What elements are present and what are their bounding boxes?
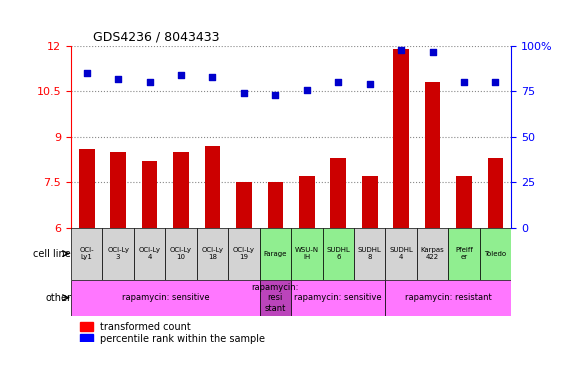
Bar [173, 152, 189, 228]
FancyBboxPatch shape [197, 228, 228, 280]
Point [239, 90, 248, 96]
FancyBboxPatch shape [260, 228, 291, 280]
Point [302, 86, 311, 93]
FancyBboxPatch shape [102, 228, 134, 280]
Text: percentile rank within the sample: percentile rank within the sample [99, 334, 265, 344]
Text: Toledo: Toledo [485, 251, 507, 257]
Bar [425, 83, 440, 228]
Bar [362, 176, 378, 228]
Text: SUDHL
6: SUDHL 6 [327, 247, 350, 260]
Point [428, 48, 437, 55]
Text: WSU-N
IH: WSU-N IH [295, 247, 319, 260]
Text: Karpas
422: Karpas 422 [421, 247, 445, 260]
Bar [268, 182, 283, 228]
Text: rapamycin: sensitive: rapamycin: sensitive [294, 293, 382, 302]
FancyBboxPatch shape [291, 228, 323, 280]
Bar [331, 158, 346, 228]
Text: SUDHL
8: SUDHL 8 [358, 247, 382, 260]
Point [334, 79, 343, 86]
Text: OCI-Ly
4: OCI-Ly 4 [139, 247, 161, 260]
Bar [393, 49, 409, 228]
Text: rapamycin:
resi
stant: rapamycin: resi stant [252, 283, 299, 313]
FancyBboxPatch shape [134, 228, 165, 280]
FancyBboxPatch shape [228, 228, 260, 280]
Bar [299, 176, 315, 228]
Text: Farage: Farage [264, 251, 287, 257]
Bar [142, 161, 157, 228]
Point [365, 81, 374, 87]
Bar [487, 158, 503, 228]
Bar [456, 176, 472, 228]
Text: rapamycin: resistant: rapamycin: resistant [405, 293, 492, 302]
Bar [236, 182, 252, 228]
FancyBboxPatch shape [260, 280, 291, 316]
Text: Pfeiff
er: Pfeiff er [455, 247, 473, 260]
FancyBboxPatch shape [71, 280, 260, 316]
Text: OCI-Ly
18: OCI-Ly 18 [202, 247, 223, 260]
Point [491, 79, 500, 86]
Text: OCI-
Ly1: OCI- Ly1 [80, 247, 94, 260]
Point [82, 70, 91, 76]
FancyBboxPatch shape [323, 228, 354, 280]
Bar [79, 149, 95, 228]
Point [114, 76, 123, 82]
FancyBboxPatch shape [386, 228, 417, 280]
Point [208, 74, 217, 80]
Text: transformed count: transformed count [99, 323, 190, 333]
FancyBboxPatch shape [354, 228, 386, 280]
FancyBboxPatch shape [448, 228, 480, 280]
Bar [204, 146, 220, 228]
Point [271, 92, 280, 98]
Text: OCI-Ly
10: OCI-Ly 10 [170, 247, 192, 260]
FancyBboxPatch shape [417, 228, 448, 280]
Text: SUDHL
4: SUDHL 4 [389, 247, 413, 260]
Text: OCI-Ly
19: OCI-Ly 19 [233, 247, 255, 260]
Text: OCI-Ly
3: OCI-Ly 3 [107, 247, 129, 260]
Bar [80, 322, 93, 331]
Point [177, 72, 186, 78]
FancyBboxPatch shape [71, 228, 102, 280]
FancyBboxPatch shape [386, 280, 511, 316]
Bar [110, 152, 126, 228]
Point [396, 46, 406, 53]
FancyBboxPatch shape [165, 228, 197, 280]
Text: rapamycin: sensitive: rapamycin: sensitive [122, 293, 209, 302]
Point [460, 79, 469, 86]
Point [145, 79, 154, 86]
FancyBboxPatch shape [291, 280, 386, 316]
FancyBboxPatch shape [480, 228, 511, 280]
Text: GDS4236 / 8043433: GDS4236 / 8043433 [93, 30, 219, 43]
Text: other: other [45, 293, 71, 303]
Text: cell line: cell line [34, 248, 71, 258]
Bar [80, 334, 93, 343]
